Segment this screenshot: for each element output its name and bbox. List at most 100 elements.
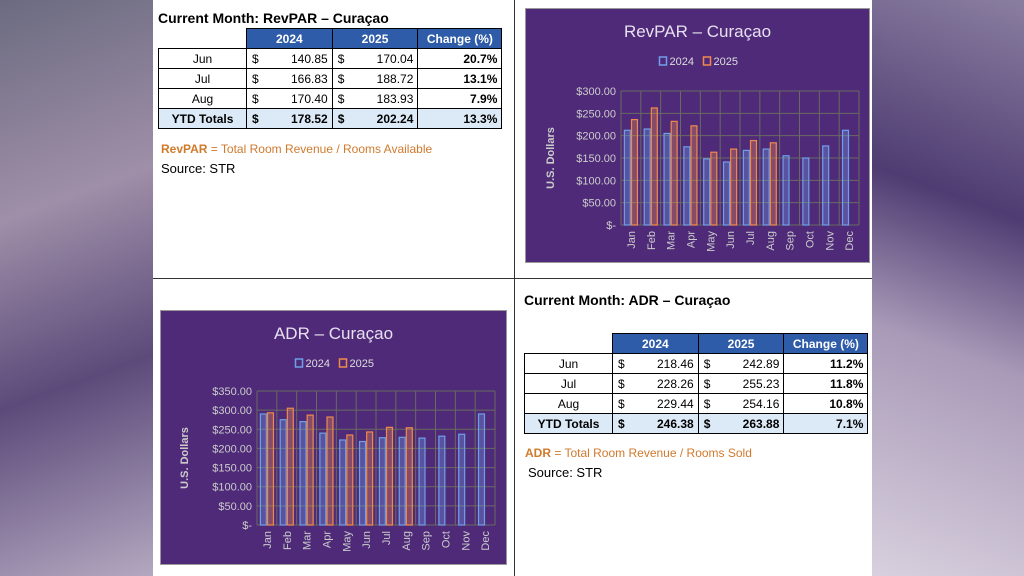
chart-title: ADR – Curaçao xyxy=(274,324,393,343)
bar-2024-Nov xyxy=(822,145,830,226)
x-tick-label: Jan xyxy=(262,531,274,549)
bar-2024-Apr xyxy=(683,146,691,226)
y-tick-label: $- xyxy=(242,520,252,532)
header-change: Change (%) xyxy=(417,28,503,49)
y-axis-label: U.S. Dollars xyxy=(545,127,557,189)
change-percent: 11.2% xyxy=(783,353,869,374)
y-tick-label: $150.00 xyxy=(212,463,252,475)
bar-2025-Apr xyxy=(326,416,334,526)
x-tick-label: Jul xyxy=(745,231,757,245)
legend-label-2025: 2025 xyxy=(350,358,374,370)
value-2025: 183.93 xyxy=(346,88,419,109)
bar-2025-Jul xyxy=(385,426,394,526)
quadrant-divider-vertical xyxy=(514,0,515,576)
currency-symbol: $ xyxy=(697,393,713,414)
y-tick-label: $300.00 xyxy=(212,405,252,417)
x-tick-label: Jan xyxy=(626,231,638,249)
table-row: Aug $ 170.40 $ 183.93 7.9% xyxy=(158,88,503,109)
bar-2024-Oct xyxy=(802,157,810,226)
change-percent: 7.1% xyxy=(783,413,869,434)
bar-2025-Jan xyxy=(630,118,639,226)
value-2025: 188.72 xyxy=(346,68,419,89)
value-2024: 140.85 xyxy=(260,48,333,69)
bar-2025-Mar xyxy=(670,120,678,226)
bar-2025-Feb xyxy=(650,107,658,226)
change-percent: 11.8% xyxy=(783,373,869,394)
currency-symbol: $ xyxy=(331,88,347,109)
revpar-table-title: Current Month: RevPAR – Curaçao xyxy=(158,10,389,26)
bar-2025-Aug xyxy=(405,427,413,526)
currency-symbol: $ xyxy=(697,353,713,374)
change-percent: 13.3% xyxy=(417,108,503,129)
chart-title: RevPAR – Curaçao xyxy=(624,22,771,41)
bar-2024-Mar xyxy=(663,132,671,226)
bar-2025-May xyxy=(346,434,354,526)
y-tick-label: $250.00 xyxy=(576,108,616,120)
x-tick-label: Aug xyxy=(401,531,413,551)
adr-table: 2024 2025 Change (%) Jun $ 218.46 $ 242.… xyxy=(524,333,869,434)
bar-2024-Feb xyxy=(643,128,651,226)
header-2024: 2024 xyxy=(612,333,699,354)
bar-2024-Jul xyxy=(378,437,386,526)
bar-2024-Dec xyxy=(841,129,850,226)
bar-2024-Feb xyxy=(279,419,287,526)
currency-symbol: $ xyxy=(245,88,261,109)
value-2025: 202.24 xyxy=(346,108,419,129)
x-tick-label: Apr xyxy=(321,531,333,548)
x-tick-label: Jun xyxy=(361,531,373,549)
bar-2025-Feb xyxy=(286,407,294,526)
change-percent: 7.9% xyxy=(417,88,503,109)
table-row: Jul $ 166.83 $ 188.72 13.1% xyxy=(158,68,503,89)
row-month: Aug xyxy=(524,393,613,414)
bar-2024-Nov xyxy=(458,433,466,526)
value-2025: 255.23 xyxy=(712,373,785,394)
value-2024: 229.44 xyxy=(626,393,699,414)
bar-2024-Mar xyxy=(299,421,307,526)
x-tick-label: Jun xyxy=(725,231,737,249)
row-month: Jul xyxy=(524,373,613,394)
x-tick-label: Aug xyxy=(765,231,777,251)
x-tick-label: Feb xyxy=(282,531,294,550)
revpar-chart-svg: RevPAR – Curaçao 2024 2025 $- $50.00 $100.00 $… xyxy=(545,22,860,252)
currency-symbol: $ xyxy=(611,373,627,394)
table-row: Jun $ 218.46 $ 242.89 11.2% xyxy=(524,353,869,374)
bar-2025-Apr xyxy=(690,125,698,226)
legend-label-2024: 2024 xyxy=(306,358,330,370)
y-tick-label: $100.00 xyxy=(212,482,252,494)
y-tick-label: $200.00 xyxy=(212,443,252,455)
x-tick-label: Oct xyxy=(440,531,452,548)
background-right-panel xyxy=(872,0,1024,576)
header-change: Change (%) xyxy=(783,333,869,354)
revpar-chart: RevPAR – Curaçao 2024 2025 $- $50.00 $100.00 $… xyxy=(525,8,870,263)
bar-2024-Dec xyxy=(477,413,486,526)
bar-2024-Jan xyxy=(259,413,267,526)
y-axis-label: U.S. Dollars xyxy=(179,427,191,489)
row-month: Jun xyxy=(524,353,613,374)
y-tick-label: $50.00 xyxy=(582,198,616,210)
table-header-row: 2024 2025 Change (%) xyxy=(158,28,503,49)
x-tick-label: Sep xyxy=(421,531,433,551)
x-tick-label: Dec xyxy=(480,531,492,551)
value-2024: 178.52 xyxy=(260,108,333,129)
table-header-row: 2024 2025 Change (%) xyxy=(524,333,869,354)
header-2025: 2025 xyxy=(697,333,785,354)
bar-2024-Sep xyxy=(418,437,426,526)
bar-2024-Jul xyxy=(742,149,750,226)
currency-symbol: $ xyxy=(245,108,261,129)
bar-2024-May xyxy=(703,158,711,226)
bar-2025-Jan xyxy=(266,412,275,526)
y-tick-label: $350.00 xyxy=(212,386,252,398)
bar-2025-Mar xyxy=(306,414,314,526)
x-tick-label: Nov xyxy=(824,231,836,251)
row-month: Aug xyxy=(158,88,247,109)
y-tick-label: $150.00 xyxy=(576,153,616,165)
revpar-source: Source: STR xyxy=(161,161,236,176)
header-blank xyxy=(524,333,613,354)
ytd-totals-row: YTD Totals $ 246.38 $ 263.88 7.1% xyxy=(524,413,869,434)
y-tick-label: $- xyxy=(606,220,616,232)
bar-2024-Jan xyxy=(623,129,631,226)
bar-2025-Aug xyxy=(769,142,777,226)
bar-2024-May xyxy=(339,439,347,526)
bar-2025-May xyxy=(710,151,718,226)
x-tick-label: May xyxy=(705,231,717,252)
